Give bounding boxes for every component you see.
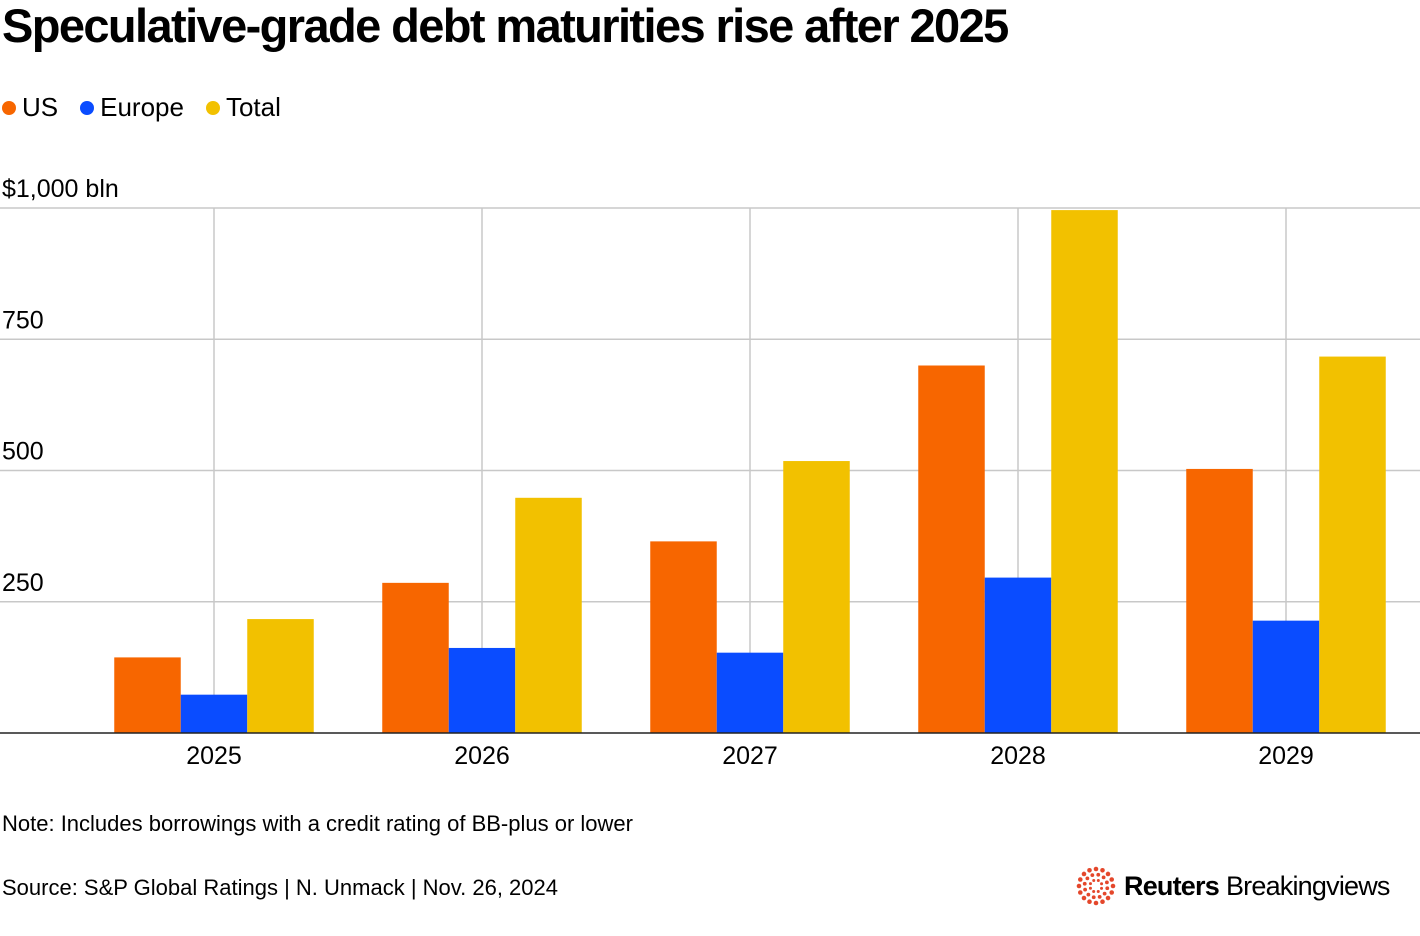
legend-label-us: US — [22, 92, 59, 122]
logo-dot — [1092, 878, 1096, 882]
logo-dot — [1096, 872, 1101, 877]
logo-dot — [1110, 883, 1116, 889]
logo-dot — [1096, 878, 1100, 882]
logo-dot — [1077, 877, 1083, 882]
logo-dot — [1109, 877, 1115, 882]
bar-total-2025 — [247, 619, 314, 733]
bar-europe-2028 — [984, 577, 1052, 733]
x-tick-label-2027: 2027 — [722, 742, 778, 770]
logo-dot — [1100, 899, 1105, 905]
bar-total-2026 — [515, 497, 582, 733]
x-tick-label-2026: 2026 — [454, 742, 510, 770]
bar-chart: 250 500 750 $1,000 bln 2025 2026 2027 2028 2029 — [0, 175, 1420, 770]
x-tick-label-2029: 2029 — [1258, 742, 1314, 770]
legend-swatch-europe — [80, 100, 95, 115]
logo-dot — [1083, 887, 1087, 892]
brand-name: Reuters — [1124, 870, 1220, 901]
logo-dot — [1076, 883, 1082, 889]
legend-label-total: Total — [225, 92, 281, 122]
logo-dot — [1100, 882, 1104, 886]
logo-dot — [1081, 871, 1087, 877]
bar-us-2027 — [650, 541, 717, 733]
reuters-logo-icon — [1076, 866, 1116, 906]
logo-dot — [1093, 900, 1099, 906]
logo-dot — [1090, 873, 1095, 877]
bar-total-2028 — [1051, 210, 1118, 734]
legend-item-total: Total — [205, 92, 281, 123]
bar-us-2025 — [114, 657, 181, 733]
logo-dot — [1082, 881, 1087, 886]
brand-sub: Breakingviews — [1225, 870, 1390, 901]
x-tick-label-2028: 2028 — [990, 742, 1046, 770]
logo-dot — [1101, 875, 1106, 880]
logo-dot — [1093, 866, 1099, 872]
bar-total-2027 — [783, 461, 850, 733]
logo-dot — [1081, 895, 1087, 901]
bar-total-2029 — [1319, 356, 1386, 733]
logo-dot — [1097, 895, 1102, 899]
legend-item-europe: Europe — [80, 92, 184, 123]
reuters-breakingviews-logo: Reuters Breakingviews — [1076, 866, 1390, 906]
logo-dot — [1088, 886, 1092, 890]
logo-dot — [1105, 871, 1111, 877]
logo-dot — [1086, 892, 1091, 897]
bar-europe-2029 — [1252, 620, 1320, 733]
bar-us-2029 — [1186, 468, 1253, 733]
legend-swatch-total — [205, 100, 220, 115]
bar-us-2026 — [382, 582, 449, 733]
logo-dot — [1091, 895, 1096, 900]
logo-dot — [1100, 867, 1105, 873]
legend: US Europe Total — [2, 92, 303, 123]
logo-dot — [1088, 882, 1092, 886]
legend-label-europe: Europe — [100, 92, 184, 122]
bar-europe-2025 — [180, 694, 248, 733]
logo-dot — [1087, 867, 1092, 873]
chart-note: Note: Includes borrowings with a credit … — [2, 811, 633, 836]
legend-swatch-us — [2, 100, 16, 115]
logo-dot — [1100, 886, 1104, 890]
bar-us-2028 — [918, 365, 985, 733]
logo-dot — [1085, 876, 1090, 881]
bar-europe-2027 — [716, 652, 784, 733]
logo-dot — [1077, 890, 1083, 895]
logo-dot — [1102, 891, 1107, 896]
logo-dot — [1096, 890, 1100, 894]
chart-title: Speculative-grade debt maturities rise a… — [2, 0, 1009, 52]
logo-dot — [1087, 899, 1092, 905]
chart-source: Source: S&P Global Ratings | N. Unmack |… — [2, 875, 558, 900]
bar-europe-2026 — [448, 647, 516, 733]
y-tick-label-750: 750 — [2, 306, 44, 334]
y-tick-label-1000: $1,000 bln — [2, 175, 119, 203]
x-tick-label-2025: 2025 — [186, 742, 242, 770]
logo-dot — [1109, 890, 1115, 895]
legend-item-us: US — [2, 92, 58, 123]
logo-dot — [1105, 886, 1110, 891]
y-tick-label-250: 250 — [2, 569, 44, 597]
logo-dot — [1092, 890, 1096, 894]
logo-dot — [1105, 880, 1109, 885]
y-tick-label-500: 500 — [2, 438, 44, 466]
logo-dot — [1105, 895, 1111, 901]
